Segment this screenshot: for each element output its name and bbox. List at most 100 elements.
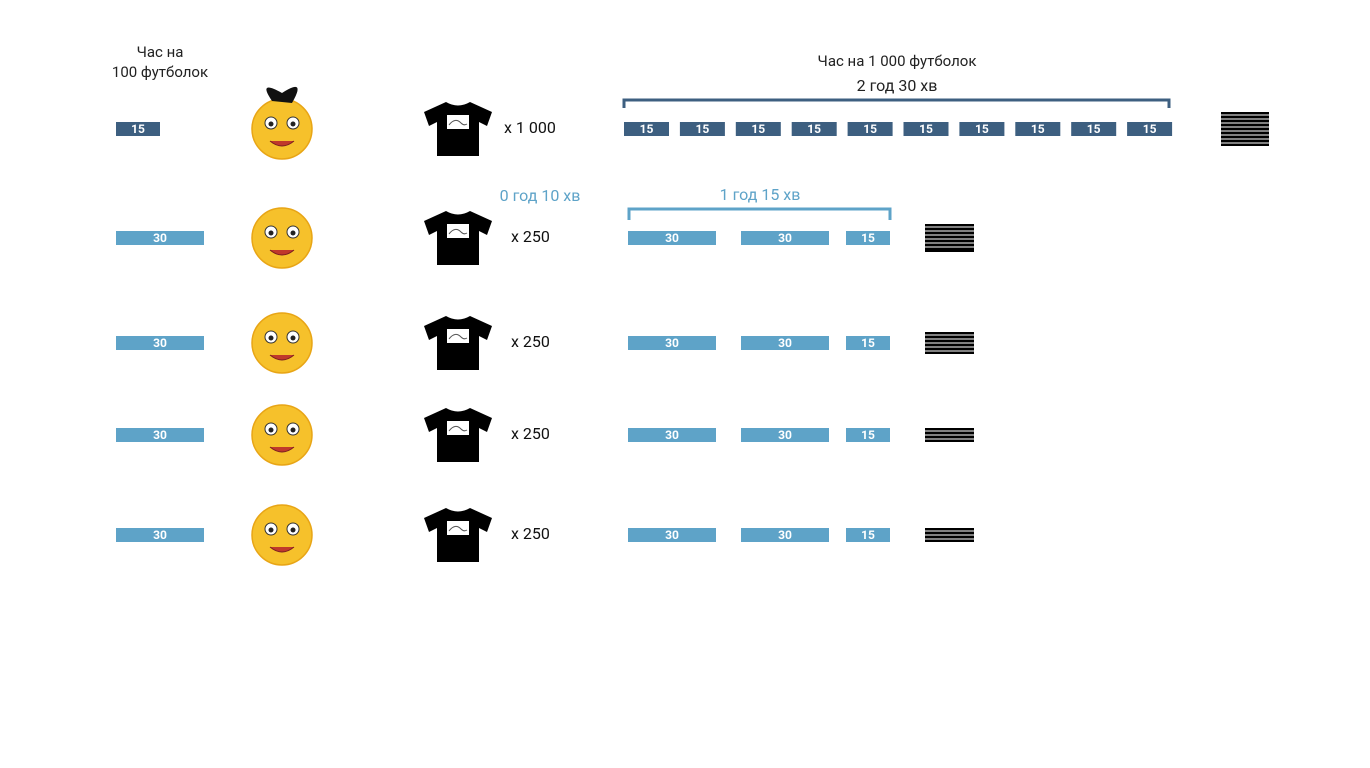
segment-label: 15 <box>861 528 875 542</box>
tshirt <box>424 316 492 370</box>
emoji-pupil <box>268 121 274 127</box>
quantity: x 250 <box>511 524 550 543</box>
segment-label: 15 <box>696 122 710 136</box>
emoji-pupil <box>268 230 274 236</box>
tshirt-print <box>447 115 469 129</box>
time-block-label: 15 <box>131 122 145 136</box>
segment-label: 30 <box>665 428 679 442</box>
tshirt-print <box>447 329 469 343</box>
segment-label: 30 <box>778 336 792 350</box>
header-label: Час на <box>137 43 184 61</box>
segment-label: 30 <box>665 231 679 245</box>
segment-label: 30 <box>778 528 792 542</box>
time-block-label: 30 <box>153 428 167 442</box>
shirt-stack <box>1221 112 1269 146</box>
quantity: x 250 <box>511 332 550 351</box>
emoji <box>251 86 313 160</box>
time-block-label: 30 <box>153 336 167 350</box>
segment <box>1015 122 1061 136</box>
segment <box>846 428 890 442</box>
emoji-pupil <box>290 335 296 341</box>
segment-label: 15 <box>919 122 933 136</box>
emoji-pupil <box>268 527 274 533</box>
emoji-pupil <box>268 427 274 433</box>
emoji-face <box>251 207 313 269</box>
team-bracket <box>627 207 892 220</box>
emoji-face <box>251 98 313 160</box>
tshirt-print <box>447 421 469 435</box>
time-block <box>116 336 204 350</box>
tshirt-print-art <box>448 425 468 432</box>
segment-label: 30 <box>778 231 792 245</box>
tshirt-print <box>447 521 469 535</box>
segment <box>628 428 716 442</box>
tshirt-print <box>447 224 469 238</box>
total-bracket <box>622 98 1171 108</box>
segment-label: 15 <box>863 122 877 136</box>
segment-label: 15 <box>861 428 875 442</box>
time-block <box>116 528 204 542</box>
emoji-mouth <box>269 546 295 553</box>
emoji-mouth <box>269 249 295 256</box>
segment <box>1127 122 1173 136</box>
segment <box>628 528 716 542</box>
segment-label: 30 <box>665 336 679 350</box>
segment-label: 15 <box>1143 122 1157 136</box>
segment-label: 15 <box>861 336 875 350</box>
emoji-mouth <box>269 140 295 147</box>
team-duration: 1 год 15 хв <box>720 185 801 204</box>
start-delay: 0 год 10 хв <box>500 186 581 205</box>
tshirt <box>424 211 492 265</box>
quantity: x 250 <box>511 227 550 246</box>
segment <box>741 231 829 245</box>
segment <box>1071 122 1117 136</box>
quantity: x 250 <box>511 424 550 443</box>
emoji-mouth <box>269 446 295 453</box>
emoji <box>251 504 313 566</box>
segment <box>847 122 893 136</box>
segment-label: 30 <box>665 528 679 542</box>
tshirt-print-art <box>448 119 468 126</box>
segment-label: 15 <box>640 122 654 136</box>
emoji-pupil <box>290 527 296 533</box>
segment-label: 30 <box>778 428 792 442</box>
segment-label: 15 <box>751 122 765 136</box>
segment <box>846 528 890 542</box>
emoji <box>251 207 313 269</box>
segment <box>903 122 949 136</box>
segment-label: 15 <box>861 231 875 245</box>
segment <box>741 528 829 542</box>
segment <box>791 122 837 136</box>
emoji-pupil <box>290 121 296 127</box>
tshirt-print-art <box>448 333 468 340</box>
emoji-face <box>251 504 313 566</box>
tshirt <box>424 102 492 156</box>
segment <box>624 122 669 136</box>
segment <box>679 122 725 136</box>
emoji-bow <box>266 86 298 103</box>
emoji-mouth <box>269 354 295 361</box>
segment <box>846 231 890 245</box>
total-title: Час на 1 000 футболок <box>818 52 977 70</box>
shirt-stack <box>925 224 974 252</box>
time-block-label: 30 <box>153 528 167 542</box>
segment <box>741 336 829 350</box>
tshirt <box>424 508 492 562</box>
emoji-pupil <box>290 230 296 236</box>
segment-label: 15 <box>975 122 989 136</box>
segment <box>628 336 716 350</box>
segment-label: 15 <box>807 122 821 136</box>
emoji-pupil <box>290 427 296 433</box>
emoji-face <box>251 404 313 466</box>
time-block <box>116 231 204 245</box>
segment <box>846 336 890 350</box>
segment <box>735 122 781 136</box>
emoji <box>251 312 313 374</box>
time-block <box>116 122 160 136</box>
segment <box>959 122 1005 136</box>
quantity: x 1 000 <box>504 118 556 137</box>
segment-label: 15 <box>1087 122 1101 136</box>
time-block-label: 30 <box>153 231 167 245</box>
header-label: 100 футболок <box>112 63 208 81</box>
